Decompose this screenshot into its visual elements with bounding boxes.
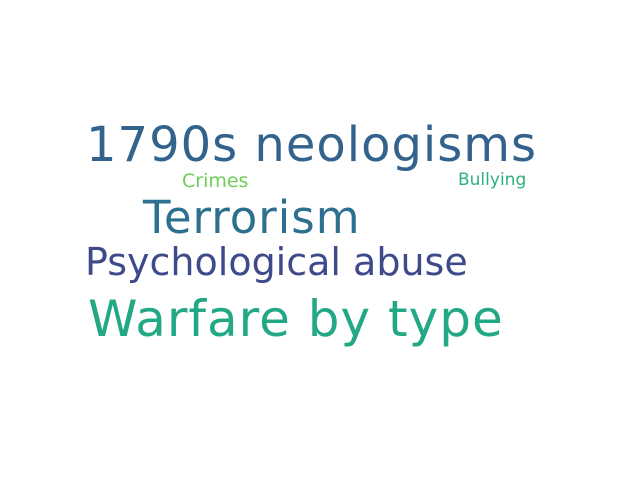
word-1790s-neologisms: 1790s neologisms — [86, 117, 538, 173]
word-psychological-abuse: Psychological abuse — [85, 240, 468, 284]
word-terrorism: Terrorism — [143, 191, 361, 244]
word-bullying: Bullying — [458, 170, 527, 190]
word-warfare-by-type: Warfare by type — [88, 290, 504, 348]
word-crimes: Crimes — [182, 170, 249, 192]
